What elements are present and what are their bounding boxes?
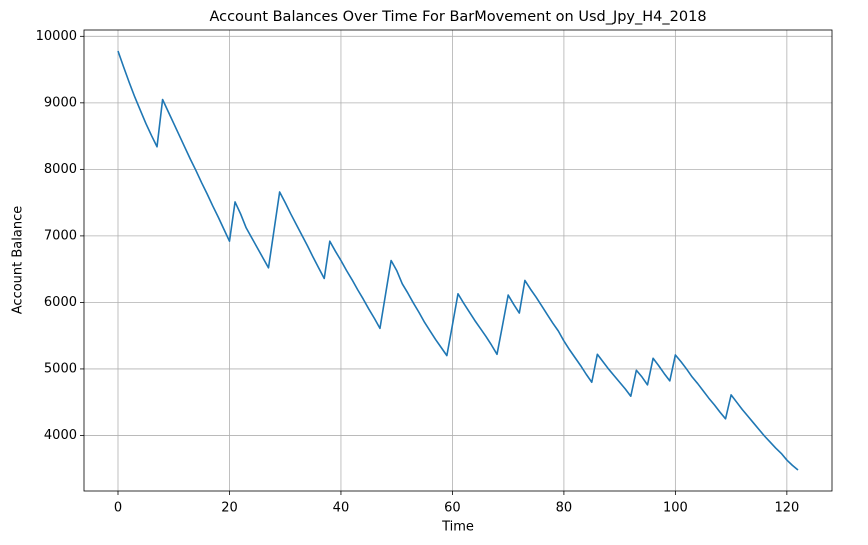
y-tick-label: 7000 xyxy=(44,228,77,243)
x-tick-label: 120 xyxy=(774,501,799,516)
y-axis-label: Account Balance xyxy=(11,206,26,314)
plot-frame xyxy=(83,29,833,492)
x-tick-label: 100 xyxy=(663,501,688,516)
y-tick-label: 4000 xyxy=(44,428,77,443)
x-tick-label: 60 xyxy=(444,501,461,516)
x-tick-label: 0 xyxy=(114,501,122,516)
data-line xyxy=(117,50,799,471)
chart-title: Account Balances Over Time For BarMoveme… xyxy=(209,9,706,25)
y-tick-label: 9000 xyxy=(44,95,77,110)
y-tick-label: 8000 xyxy=(44,162,77,177)
x-axis-label: Time xyxy=(441,520,474,535)
x-tick-label: 20 xyxy=(221,501,238,516)
y-tick-label: 5000 xyxy=(44,361,77,376)
x-tick-label: 40 xyxy=(333,501,350,516)
y-tick-label: 10000 xyxy=(36,29,77,44)
x-tick-label: 80 xyxy=(556,501,573,516)
y-tick-label: 6000 xyxy=(44,295,77,310)
